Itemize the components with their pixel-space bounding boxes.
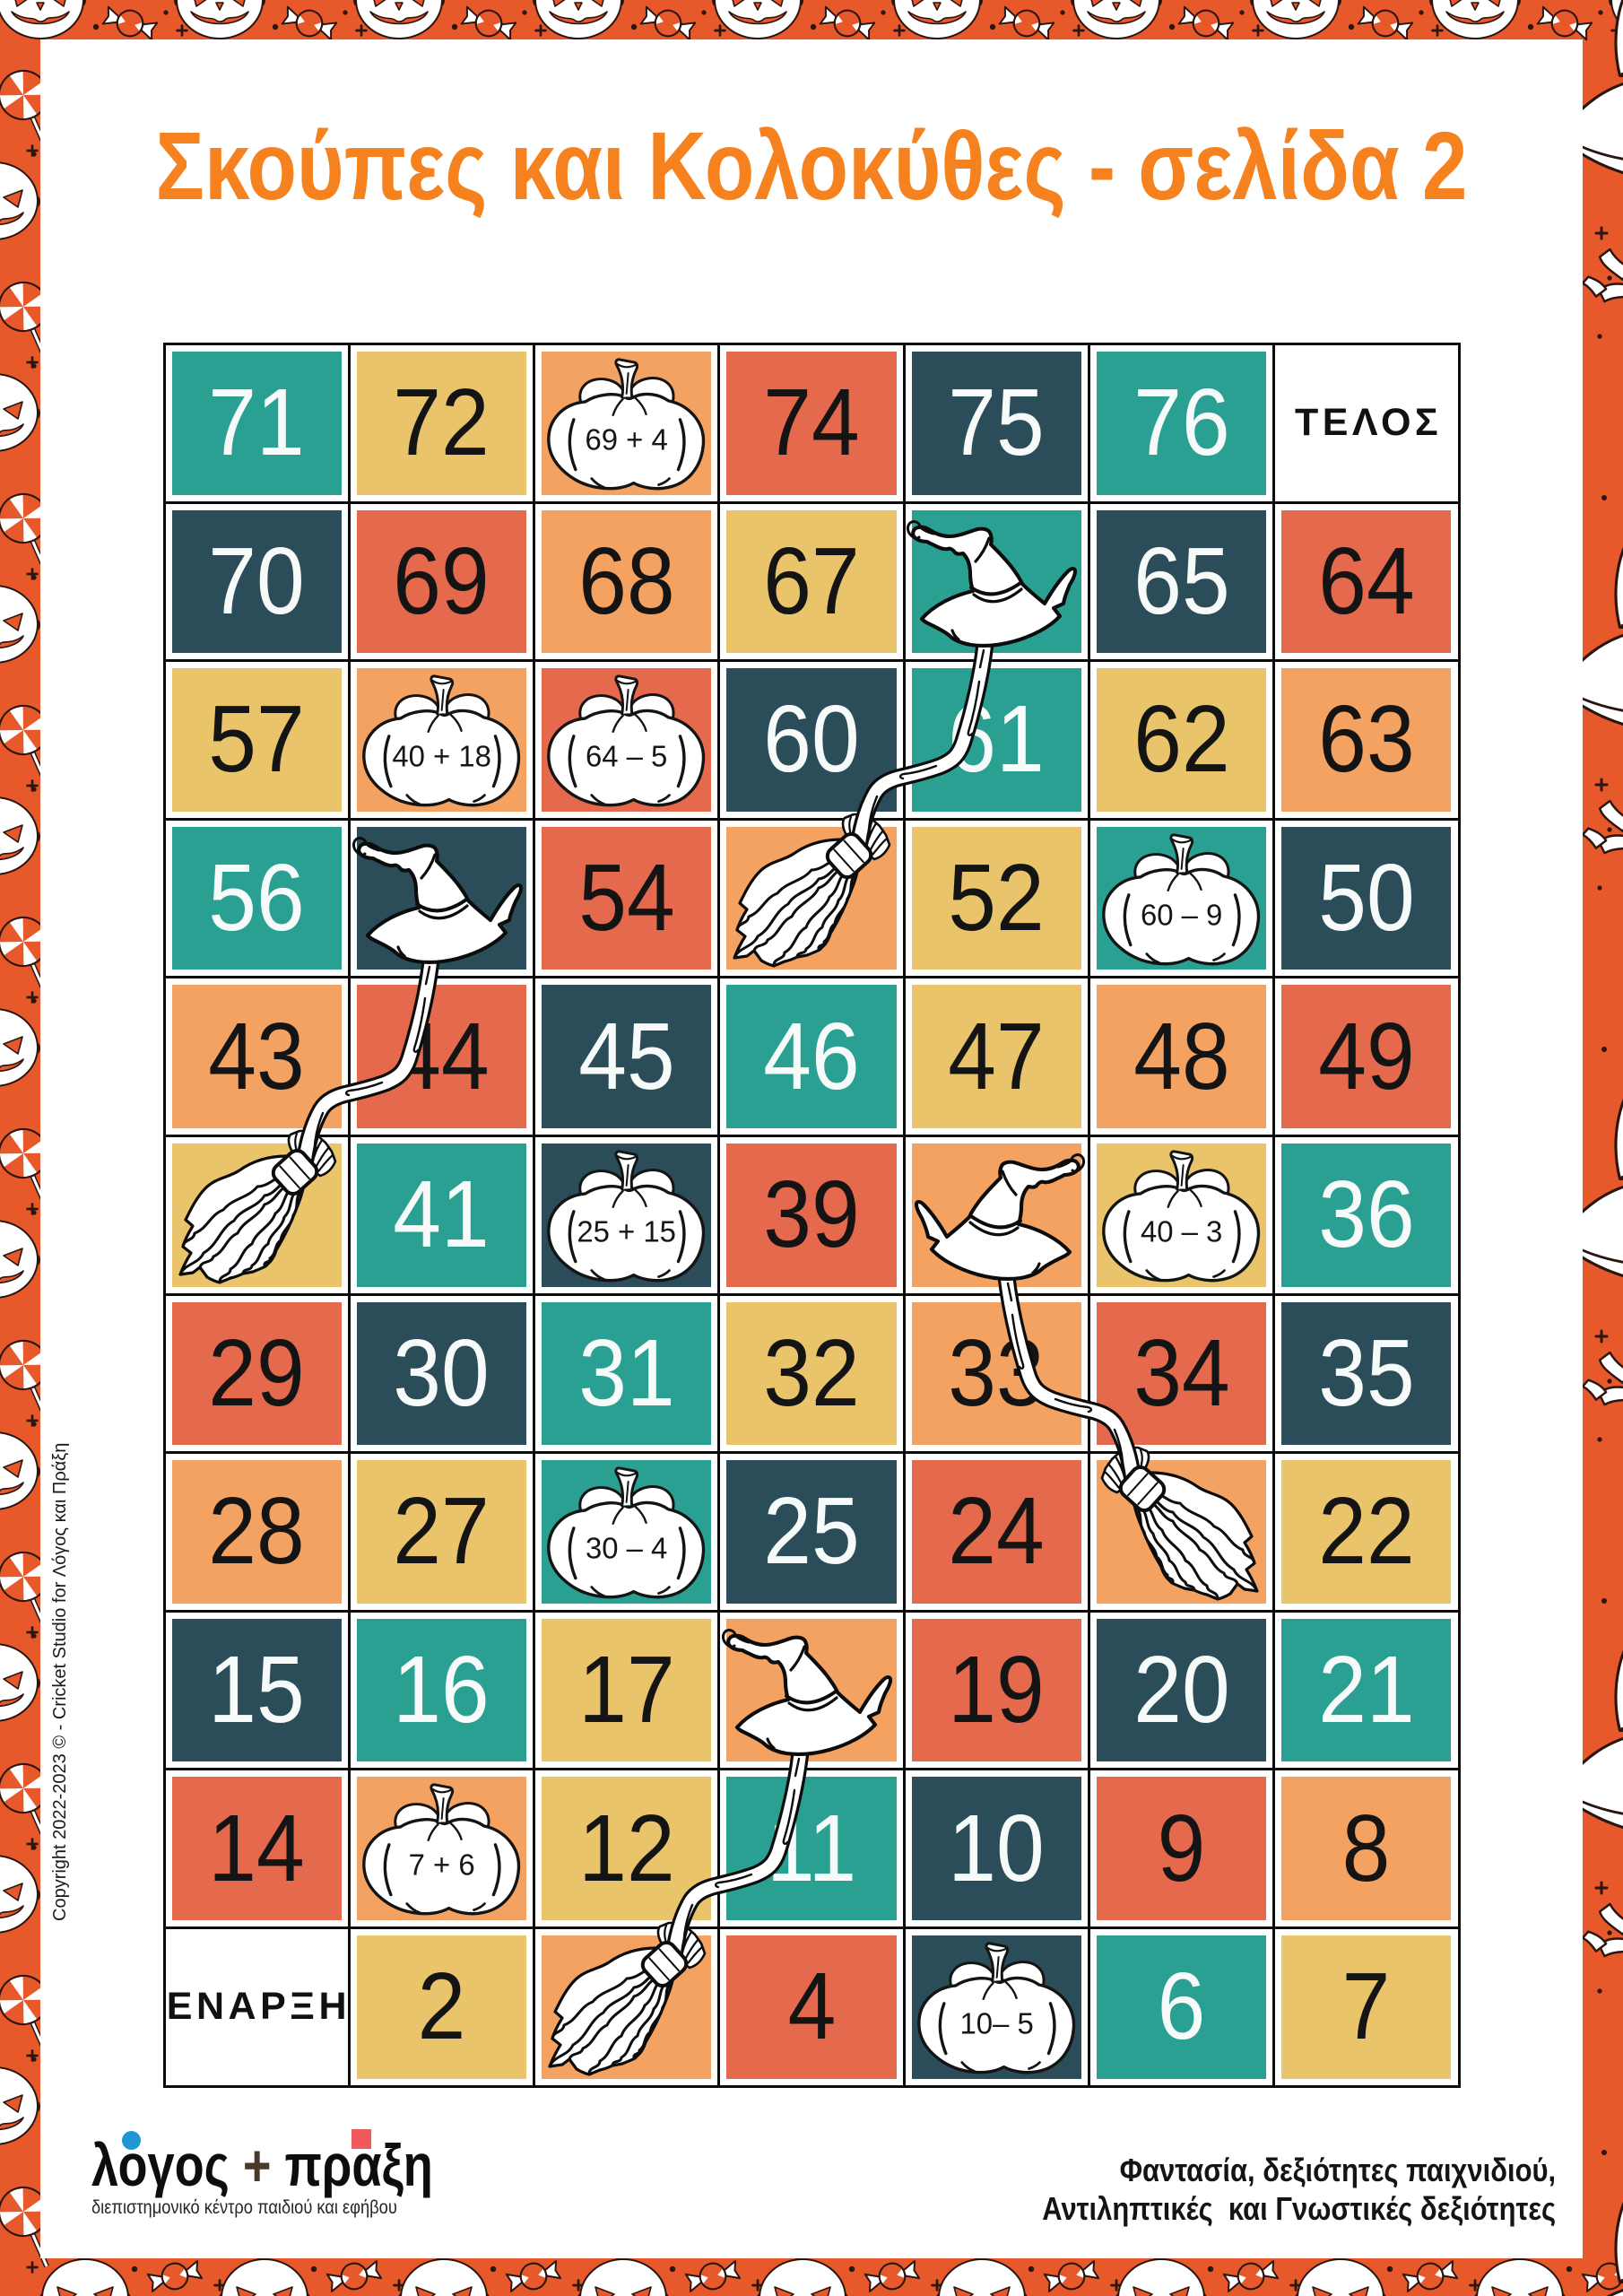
svg-text:40 – 3: 40 – 3 [1141, 1215, 1222, 1248]
svg-text:60 – 9: 60 – 9 [1141, 898, 1222, 931]
svg-text:69 + 4: 69 + 4 [586, 423, 668, 457]
svg-text:10– 5: 10– 5 [959, 2007, 1033, 2040]
svg-text:25 + 15: 25 + 15 [577, 1215, 676, 1248]
svg-text:64 – 5: 64 – 5 [586, 740, 667, 773]
svg-text:30 – 4: 30 – 4 [586, 1532, 667, 1565]
svg-text:40 + 18: 40 + 18 [392, 740, 491, 773]
svg-text:7 + 6: 7 + 6 [408, 1848, 474, 1882]
